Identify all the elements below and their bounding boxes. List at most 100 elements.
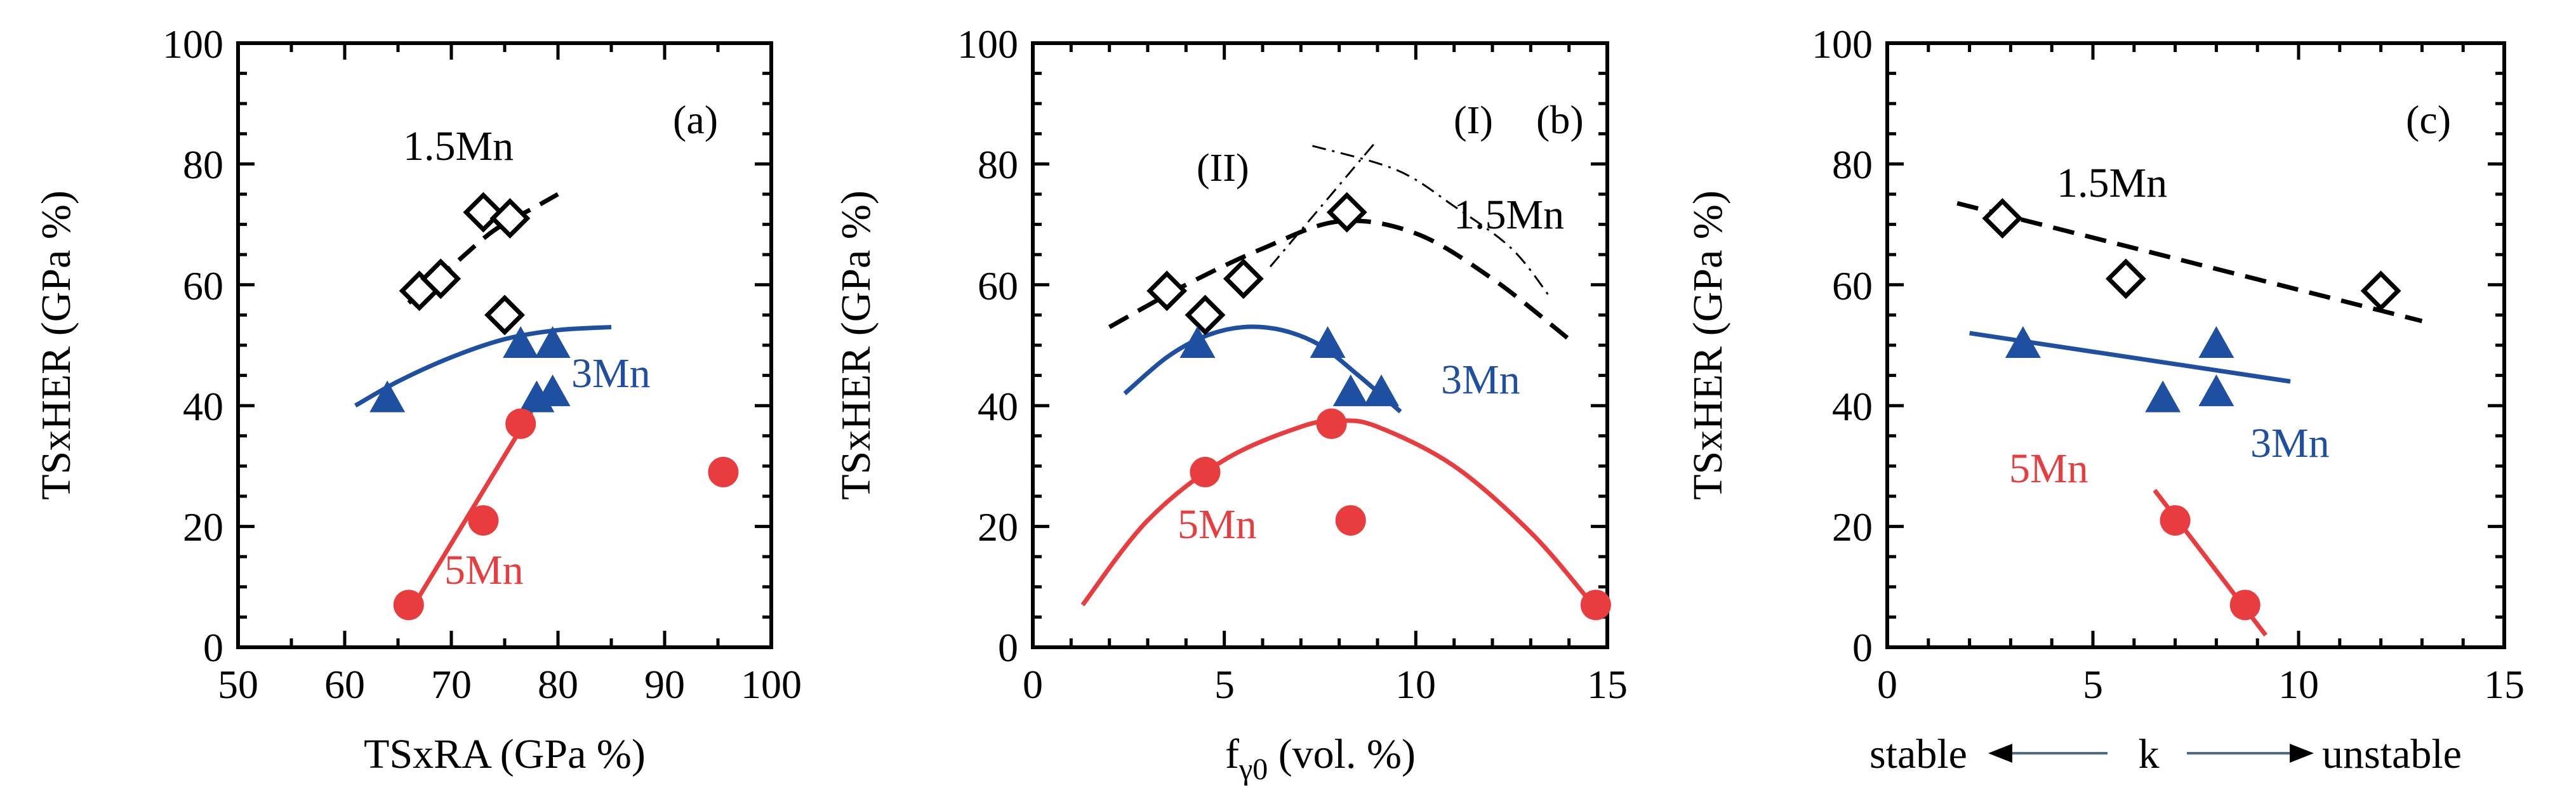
data-point-1-5mn [2360,270,2401,312]
data-point-1-5mn [1146,270,1188,312]
data-point-1-5mn [484,294,525,336]
x-tick-label: 10 [1395,662,1436,707]
y-tick-label: 100 [957,22,1018,67]
y-tick-label: 40 [978,384,1018,429]
data-point-5mn [2160,505,2191,536]
panel-label: (c) [2406,97,2451,142]
y-tick-label: 100 [1812,22,1873,67]
data-point-1-5mn [489,198,531,239]
data-point-3mn [534,326,571,358]
data-point-5mn [1335,505,1366,536]
series-label-5mn: 5Mn [444,547,524,593]
x-axis-title-k: k [2139,731,2160,777]
series-label-5mn: 5Mn [1178,501,1257,548]
fit-line-3mn [1123,324,1402,414]
data-point-3mn [2145,380,2181,412]
y-tick-label: 100 [163,22,223,67]
data-markers [369,192,739,621]
y-axis-title: TSxHER (GPa %) [1685,190,1731,500]
x-axis-title-suffix: (vol. %) [1268,731,1416,777]
x-axis-title-main: f [1225,731,1239,777]
y-tick-labels: 0 20 40 60 80 100 [163,22,223,670]
curve-label-ii: (II) [1197,147,1249,190]
x-tick-label: 0 [1877,662,1897,707]
series-label-3mn: 3Mn [2250,420,2330,466]
y-axis-title: TSxHER (GPa %) [33,190,79,500]
x-tick-label: 15 [1587,662,1628,707]
y-tick-label: 0 [203,625,223,670]
y-tick-label: 60 [1832,263,1873,308]
fit-lines [1956,201,2423,637]
fit-line-1-5mn [1956,201,2423,324]
x-tick-label: 5 [2083,662,2103,707]
tick-marks [236,41,773,649]
y-tick-label: 20 [183,504,223,550]
y-tick-label: 80 [1832,142,1873,187]
series-label-1-5mn: 1.5Mn [1454,192,1564,238]
data-markers [1146,192,1611,621]
data-point-1-5mn [463,192,504,233]
panel-label: (b) [1536,97,1584,142]
fit-line-1-5mn [1108,218,1570,341]
data-point-3mn [1310,326,1346,358]
x-tick-label: 100 [741,662,802,707]
data-point-1-5mn [1326,192,1367,233]
x-tick-label: 80 [538,662,578,707]
fit-line-5mn [1080,418,1590,607]
data-point-3mn [1364,374,1400,407]
x-axis-title-subscript: γ0 [1238,753,1268,786]
arrow-right-icon [2187,744,2314,763]
y-tick-label: 60 [978,263,1018,308]
y-tick-label: 40 [183,384,223,429]
x-tick-labels: 50 60 70 80 90 100 [218,662,802,707]
y-tick-label: 80 [978,142,1018,187]
data-point-1-5mn [420,258,461,300]
tick-marks [1031,41,1609,649]
data-point-5mn [1580,590,1611,621]
series-label-3mn: 3Mn [1441,357,1520,403]
data-point-3mn [1179,326,1216,358]
series-label-1-5mn: 1.5Mn [2057,160,2167,206]
curve-label-i: (I) [1454,99,1493,142]
x-tick-label: 70 [431,662,472,707]
x-tick-label: 15 [2484,662,2525,707]
data-point-5mn [2229,590,2261,621]
y-tick-label: 20 [978,504,1018,550]
x-tick-label: 60 [324,662,365,707]
y-tick-label: 20 [1832,504,1873,550]
panel-a: 0 20 40 60 80 100 50 60 70 80 90 100 TSx… [33,22,802,777]
y-tick-label: 0 [998,625,1018,670]
tick-marks [1885,41,2506,649]
x-axis-title-stable: stable [1869,731,1967,777]
data-point-1-5mn [1982,198,2023,239]
data-point-5mn [505,408,536,439]
fit-line-i [1269,139,1379,268]
data-point-3mn [1332,374,1369,407]
y-tick-labels: 0 20 40 60 80 100 [957,22,1018,670]
x-tick-labels: 0 5 10 15 [1023,662,1628,707]
y-axis-title: TSxHER (GPa %) [833,190,879,500]
data-point-3mn [2198,326,2234,358]
x-axis-title: TSxRA (GPa %) [364,731,646,777]
data-point-1-5mn [2105,258,2146,300]
data-point-3mn [534,374,571,407]
fit-line-ii [1312,145,1551,298]
data-point-5mn [468,505,499,536]
arrow-left-icon [1988,744,2108,763]
series-label-5mn: 5Mn [2009,445,2088,492]
panel-b: 0 20 40 60 80 100 0 5 10 15 fγ0 (vol. %)… [833,22,1628,786]
data-point-3mn [2198,374,2234,407]
x-axis-title: fγ0 (vol. %) [1225,731,1416,786]
data-point-5mn [708,456,739,487]
data-point-5mn [393,590,424,621]
data-markers [1982,198,2401,621]
data-point-3mn [2005,326,2041,358]
fit-line-5mn [412,410,533,607]
x-tick-labels: 0 5 10 15 [1877,662,2525,707]
data-point-1-5mn [1185,294,1226,336]
x-tick-label: 0 [1023,662,1043,707]
x-tick-label: 90 [644,662,685,707]
x-axis-title-unstable: unstable [2322,731,2462,777]
y-tick-labels: 0 20 40 60 80 100 [1812,22,1873,670]
